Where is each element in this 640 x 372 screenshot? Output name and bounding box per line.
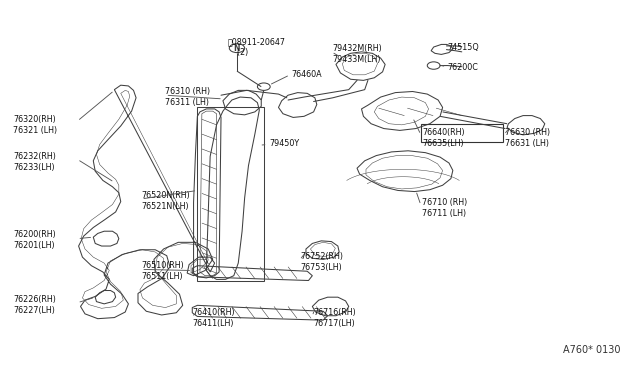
Text: 76200(RH)
76201(LH): 76200(RH) 76201(LH) bbox=[13, 230, 56, 250]
Text: ⓝ08911-20647
    (2): ⓝ08911-20647 (2) bbox=[227, 37, 285, 57]
Text: 74515Q: 74515Q bbox=[448, 42, 479, 51]
Text: A760* 0130: A760* 0130 bbox=[563, 345, 620, 355]
Text: 76716(RH)
76717(LH): 76716(RH) 76717(LH) bbox=[314, 308, 356, 328]
Text: 76710 (RH)
76711 (LH): 76710 (RH) 76711 (LH) bbox=[422, 198, 467, 218]
Text: 76200C: 76200C bbox=[448, 63, 479, 72]
Text: 76510(RH)
76511(LH): 76510(RH) 76511(LH) bbox=[141, 261, 184, 281]
Bar bbox=[197, 107, 264, 280]
Text: 76752(RH)
76753(LH): 76752(RH) 76753(LH) bbox=[301, 252, 344, 272]
Text: 76320(RH)
76321 (LH): 76320(RH) 76321 (LH) bbox=[13, 115, 58, 135]
Text: 76460A: 76460A bbox=[291, 70, 322, 79]
Text: 76310 (RH)
76311 (LH): 76310 (RH) 76311 (LH) bbox=[166, 87, 211, 107]
Text: 76520N(RH)
76521N(LH): 76520N(RH) 76521N(LH) bbox=[141, 191, 190, 211]
Text: 76630 (RH)
76631 (LH): 76630 (RH) 76631 (LH) bbox=[505, 128, 550, 148]
Text: 79432M(RH)
79433M(LH): 79432M(RH) 79433M(LH) bbox=[333, 44, 383, 64]
Text: 76640(RH)
76635(LH): 76640(RH) 76635(LH) bbox=[422, 128, 465, 148]
Bar bbox=[421, 125, 502, 142]
Text: 76232(RH)
76233(LH): 76232(RH) 76233(LH) bbox=[13, 152, 56, 172]
Text: 76226(RH)
76227(LH): 76226(RH) 76227(LH) bbox=[13, 295, 56, 315]
Text: 76410(RH)
76411(LH): 76410(RH) 76411(LH) bbox=[192, 308, 235, 328]
Text: 79450Y: 79450Y bbox=[269, 139, 299, 148]
Text: N: N bbox=[234, 44, 240, 52]
